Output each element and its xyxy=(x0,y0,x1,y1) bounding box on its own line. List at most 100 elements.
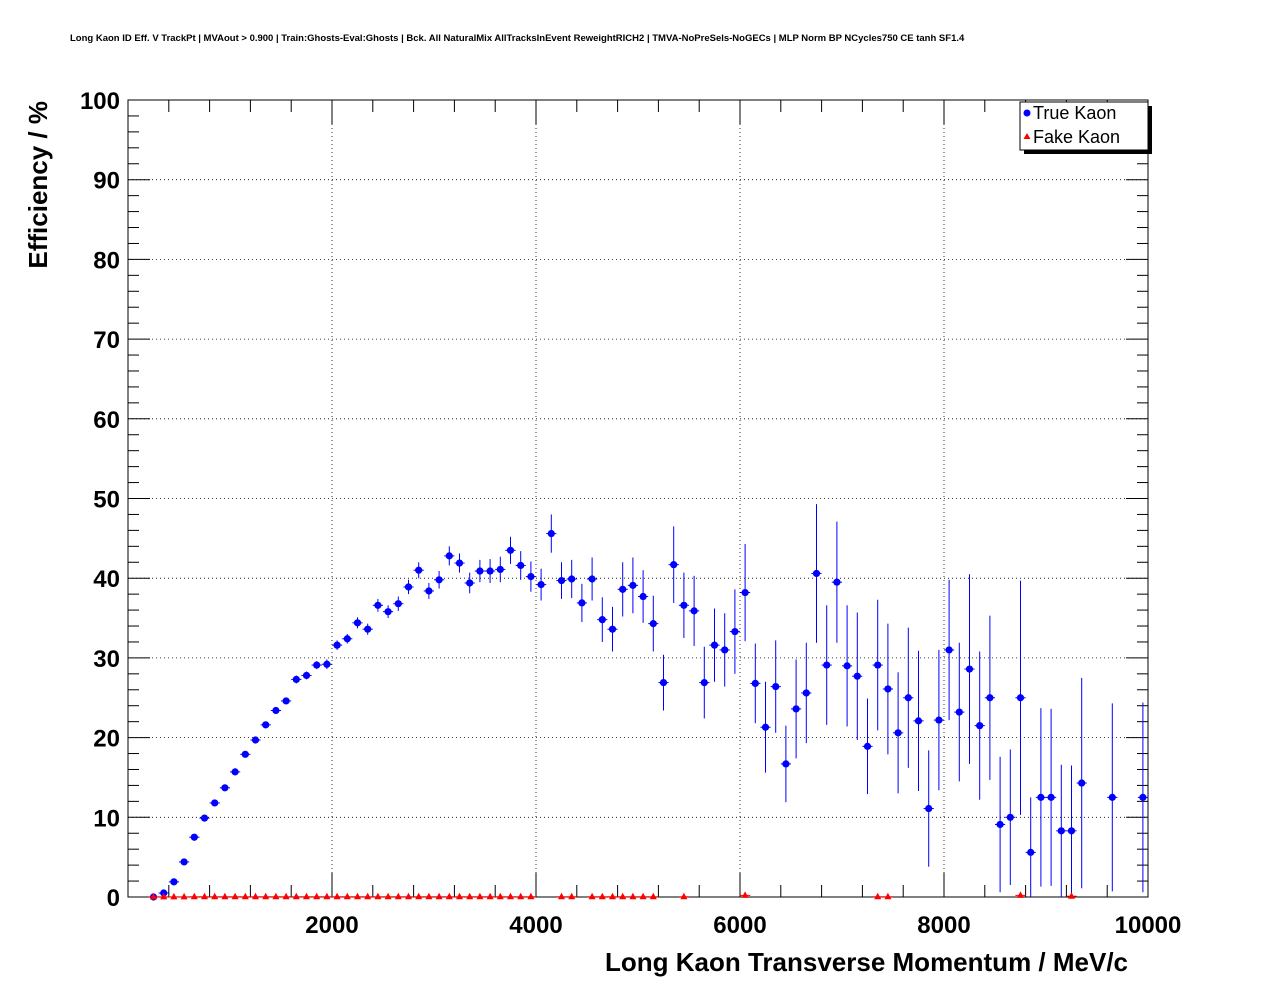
data-point xyxy=(403,579,414,595)
data-point xyxy=(678,892,689,900)
triangle-marker xyxy=(486,892,494,900)
data-point xyxy=(1025,797,1036,897)
data-point xyxy=(719,613,730,687)
axes: 2000 4000 6000 8000 10000 0 10 20 30 40 50 60 70 80 90… xyxy=(80,88,1181,939)
circle-marker xyxy=(670,561,678,569)
data-point xyxy=(1137,702,1148,893)
data-point xyxy=(872,599,883,731)
triangle-marker xyxy=(680,892,688,900)
triangle-marker xyxy=(527,892,535,900)
data-point xyxy=(372,892,383,900)
legend: True Kaon Fake Kaon xyxy=(1019,101,1152,154)
circle-marker xyxy=(272,706,280,715)
data-point xyxy=(434,892,445,900)
data-point xyxy=(811,504,822,643)
data-point xyxy=(638,892,649,900)
data-point xyxy=(556,892,567,900)
data-point xyxy=(505,536,516,564)
data-point xyxy=(168,892,179,900)
data-point xyxy=(801,642,812,744)
triangle-marker xyxy=(231,892,239,900)
triangle-marker xyxy=(456,892,463,900)
circle-marker xyxy=(843,662,851,670)
triangle-marker xyxy=(292,892,300,900)
data-point xyxy=(933,649,944,791)
data-point xyxy=(913,650,924,791)
circle-marker xyxy=(506,546,515,554)
data-point xyxy=(158,892,169,900)
legend-label-fake-kaon: Fake Kaon xyxy=(1033,127,1120,147)
data-point xyxy=(984,615,995,780)
data-point xyxy=(423,892,434,900)
circle-marker xyxy=(200,814,209,822)
data-point xyxy=(311,892,322,900)
circle-marker xyxy=(323,660,331,668)
data-point xyxy=(1066,892,1077,899)
triangle-marker xyxy=(190,892,198,900)
data-point xyxy=(842,605,853,727)
circle-marker xyxy=(496,565,504,574)
circle-marker xyxy=(1139,793,1147,801)
data-point xyxy=(587,557,598,601)
data-point xyxy=(607,606,618,652)
triangle-marker xyxy=(588,892,596,900)
data-point xyxy=(658,654,669,711)
data-point xyxy=(617,562,628,617)
triangle-marker xyxy=(507,892,514,900)
circle-marker xyxy=(578,599,586,607)
y-axis-title: Efficiency / % xyxy=(23,101,53,269)
circle-marker xyxy=(527,573,535,581)
circle-marker xyxy=(251,736,260,744)
circle-marker xyxy=(425,587,433,595)
triangle-marker xyxy=(394,892,402,900)
data-point xyxy=(444,546,455,566)
data-point xyxy=(189,833,200,841)
triangle-marker xyxy=(496,892,504,900)
circle-marker xyxy=(700,679,708,687)
circle-marker xyxy=(231,768,239,776)
data-point xyxy=(638,570,649,623)
circle-marker xyxy=(802,689,810,697)
triangle-marker xyxy=(160,892,168,900)
circle-marker xyxy=(190,833,198,841)
legend-marker-fake-kaon xyxy=(1023,133,1031,139)
circle-marker xyxy=(547,529,555,538)
data-point xyxy=(179,892,190,900)
triangle-marker xyxy=(619,892,627,900)
data-point xyxy=(1035,708,1046,887)
data-point xyxy=(882,892,893,900)
data-point xyxy=(1005,749,1016,886)
data-point xyxy=(729,589,740,674)
data-point xyxy=(240,750,251,758)
data-point xyxy=(321,659,332,670)
data-point xyxy=(270,706,281,715)
data-point xyxy=(627,557,638,614)
data-point xyxy=(383,605,394,619)
data-point xyxy=(515,892,526,900)
data-point xyxy=(281,892,292,900)
triangle-marker xyxy=(466,892,474,900)
circle-marker xyxy=(1037,793,1045,801)
triangle-marker xyxy=(333,892,341,900)
data-point xyxy=(464,572,475,594)
triangle-marker xyxy=(405,892,412,900)
data-point xyxy=(597,892,608,900)
y-tick-label: 10 xyxy=(93,805,120,832)
data-point xyxy=(495,556,506,583)
triangle-marker xyxy=(272,892,280,900)
triangle-marker xyxy=(252,892,259,900)
triangle-marker xyxy=(517,892,525,900)
data-point xyxy=(230,892,241,900)
data-point xyxy=(260,721,271,729)
circle-marker xyxy=(374,601,382,609)
data-point xyxy=(444,892,455,900)
data-point xyxy=(372,598,383,612)
triangle-marker xyxy=(221,892,229,900)
triangle-marker xyxy=(201,892,208,900)
data-point xyxy=(342,633,353,644)
data-point xyxy=(556,562,567,599)
data-point xyxy=(974,651,985,800)
data-point xyxy=(250,736,261,744)
data-point xyxy=(678,572,689,638)
circle-marker xyxy=(608,625,617,633)
